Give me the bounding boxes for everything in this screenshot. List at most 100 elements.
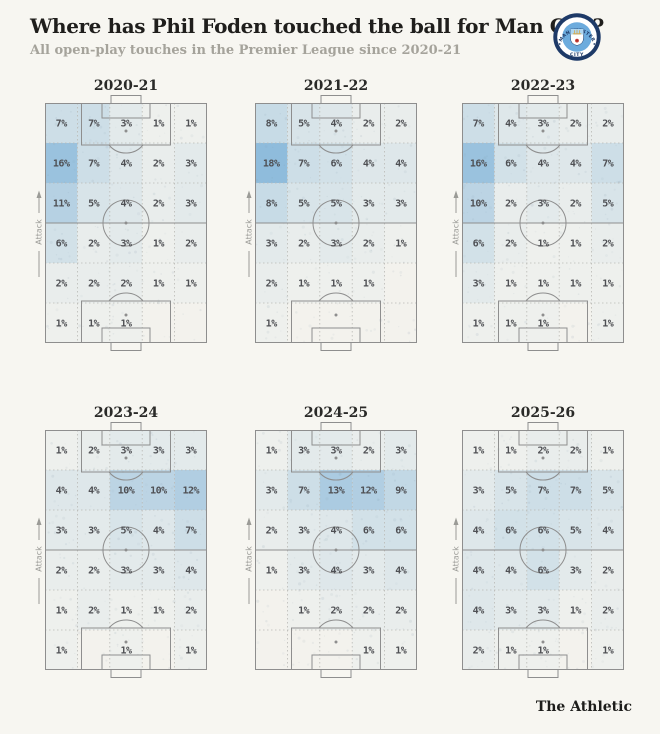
heat-cell (462, 430, 495, 470)
heat-cell (174, 510, 207, 550)
heat-cell (384, 223, 417, 263)
heat-cell (287, 590, 320, 630)
heat-cell (352, 470, 385, 510)
heat-cell (255, 430, 288, 470)
heat-cell (526, 430, 560, 470)
pitch-heatmap: Attack 1% 2% 3% 3% 3% 4% 4% 10% 10% 12% 3% 3% 5% 4% 7% 2… (35, 422, 207, 678)
heat-cell-label: 1% (298, 279, 310, 290)
heat-cell (462, 470, 495, 510)
heat-cell-label: 2% (185, 606, 197, 617)
heat-cell-label: 2% (395, 119, 407, 130)
heat-cell (591, 303, 624, 343)
heat-cell-label: 1% (56, 446, 68, 457)
heat-cell (352, 590, 385, 630)
heat-cell (174, 263, 207, 303)
heat-cell-label: 3% (185, 446, 197, 457)
attack-label: Attack (245, 546, 254, 572)
attack-arrow: Attack (245, 517, 254, 604)
heat-cell-label: 7% (88, 159, 100, 170)
heat-cell-label: 9% (395, 486, 407, 497)
attack-label: Attack (35, 546, 44, 572)
heat-cell-label: 3% (185, 199, 197, 210)
heat-cell (559, 470, 592, 510)
heat-cell-label: 3% (473, 279, 485, 290)
heat-cell-label: 1% (185, 279, 197, 290)
heat-cell-label: 1% (570, 606, 582, 617)
heat-cell (352, 263, 385, 303)
heat-cell-label: 12% (360, 486, 377, 497)
attack-arrow: Attack (452, 190, 461, 277)
heat-cell (462, 143, 495, 183)
heat-cell (494, 143, 527, 183)
heat-cell-label: 1% (56, 646, 68, 657)
heat-cell-label: 3% (266, 486, 278, 497)
heat-cell-label: 5% (330, 199, 342, 210)
heat-cell-label: 1% (266, 566, 278, 577)
heat-cell-label: 1% (537, 646, 549, 657)
heat-cell (142, 470, 175, 510)
heat-cell-label: 5% (602, 486, 614, 497)
heat-cell-label: 5% (298, 119, 310, 130)
heat-cell (591, 183, 624, 223)
heat-cell-label: 6% (505, 159, 517, 170)
heat-cell (109, 263, 143, 303)
heat-cell-label: 1% (537, 239, 549, 250)
heat-cell-label: 1% (473, 446, 485, 457)
heat-cell-label: 2% (363, 119, 375, 130)
pitch-markings (255, 95, 417, 351)
heat-cell-label: 7% (473, 119, 485, 130)
heat-cell (45, 430, 78, 470)
heat-cell-labels: 7% 4% 3% 2% 2% 16% 6% 4% 4% 7% 10% 2% 3% 2% 5% 6% 2% 1% 1%… (470, 119, 614, 330)
heat-cell-label: 5% (88, 199, 100, 210)
attack-arrow: Attack (35, 190, 44, 277)
heat-cell (462, 103, 495, 143)
heat-cell-labels: 1% 3% 3% 2% 3% 3% 7% 13% 12% 9% 2% 3% 4% 6% 6% 1% 3% 4% 3%… (266, 446, 408, 657)
heat-cell (494, 430, 527, 470)
attack-label: Attack (452, 546, 461, 572)
heat-cell (255, 263, 288, 303)
heat-cell (591, 430, 624, 470)
heat-cell-label: 2% (88, 606, 100, 617)
heat-cell-labels: 8% 5% 4% 2% 2% 18% 7% 6% 4% 4% 8% 5% 5% 3% 3% 3% 2% 3% 2% 1… (263, 119, 407, 330)
heat-cell-label: 1% (570, 239, 582, 250)
heat-cell-label: 1% (120, 606, 132, 617)
heat-cell-label: 6% (363, 526, 375, 537)
heat-cell-label: 3% (537, 606, 549, 617)
heat-cell-label: 4% (185, 566, 197, 577)
attack-label: Attack (35, 219, 44, 245)
heat-cell-label: 3% (570, 566, 582, 577)
heat-cell (591, 223, 624, 263)
heat-cell (287, 143, 320, 183)
heat-cell-label: 1% (56, 606, 68, 617)
heat-cell-label: 1% (266, 446, 278, 457)
heat-cell (352, 103, 385, 143)
heat-cell-label: 2% (330, 606, 342, 617)
heat-cell (45, 303, 78, 343)
heat-cell-label: 11% (53, 199, 70, 210)
heat-cell-label: 16% (53, 159, 70, 170)
heat-cell-label: 2% (602, 566, 614, 577)
heat-cell-label: 2% (570, 119, 582, 130)
heat-cell-label: 7% (56, 119, 68, 130)
heat-cell-label: 6% (537, 526, 549, 537)
heat-cell-label: 2% (153, 199, 165, 210)
heat-cell (109, 143, 143, 183)
pitch-heatmap: Attack 7% 4% 3% 2% 2% 16% 6% 4% 4% 7% 10% 2% 3% 2% 5% 6%… (452, 95, 624, 351)
heat-cell-label: 3% (266, 239, 278, 250)
season-title: 2021-22 (303, 78, 369, 94)
heat-cell (109, 303, 143, 343)
heat-cell (174, 630, 207, 670)
heat-cell (142, 590, 175, 630)
heat-cell (559, 143, 592, 183)
heat-cell-label: 7% (88, 119, 100, 130)
heat-cell (526, 103, 560, 143)
season-title: 2023-24 (93, 405, 159, 421)
heat-cell (384, 470, 417, 510)
pitch-2025-26: 2025-26 Attack 1% 1% 2% 2% 1% 3% 5% 7% 7% 5% 4% 6% 6% 5… (438, 405, 648, 679)
heat-cell-label: 1% (537, 319, 549, 330)
heat-cell-label: 1% (153, 119, 165, 130)
heat-cell-label: 12% (183, 486, 200, 497)
heat-cell-label: 8% (266, 119, 278, 130)
heat-cell (462, 303, 495, 343)
heat-cell (255, 470, 288, 510)
